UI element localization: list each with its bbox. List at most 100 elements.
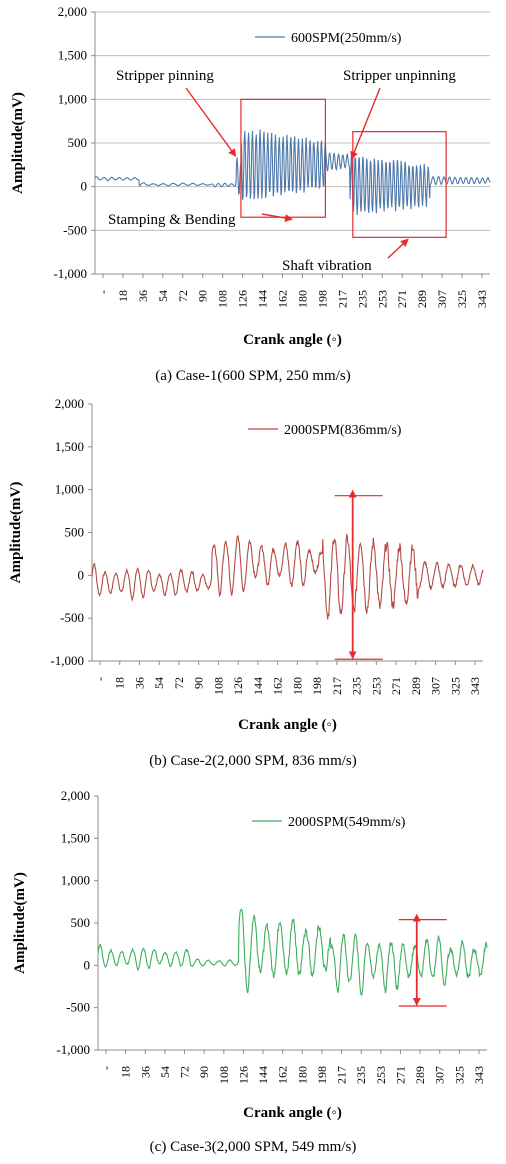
- series-line: [97, 908, 488, 997]
- x-tick-label: 325: [455, 290, 469, 308]
- x-tick-label: 126: [236, 290, 250, 308]
- x-tick-label: 198: [310, 677, 324, 695]
- x-tick-label: 235: [350, 677, 364, 695]
- x-tick-label: 36: [132, 677, 146, 689]
- annotation-box: [352, 131, 447, 238]
- y-tick-label: 1,500: [55, 439, 84, 454]
- x-tick-label: 289: [409, 677, 423, 695]
- annotation-arrow: [185, 87, 237, 157]
- y-tick-label: 1,500: [58, 48, 87, 63]
- x-tick-label: 235: [355, 290, 369, 308]
- x-tick-label: 72: [172, 677, 186, 689]
- x-tick-label: 180: [295, 290, 309, 308]
- x-tick-label: 90: [196, 290, 210, 302]
- x-tick-label: 36: [136, 290, 150, 302]
- figure-caption: (c) Case-3(2,000 SPM, 549 mm/s): [150, 1139, 357, 1155]
- x-tick-label: 126: [231, 677, 245, 695]
- x-tick-label: 162: [276, 290, 290, 308]
- y-tick-label: 2,000: [61, 788, 90, 803]
- x-tick-label: 54: [152, 677, 166, 689]
- y-tick-label: -500: [63, 222, 87, 237]
- x-axis-title: Crank angle (◦): [243, 1105, 342, 1121]
- x-tick-label: 72: [176, 290, 190, 302]
- x-tick-label: -: [93, 677, 107, 681]
- annotation-stamping-bending: Stamping & Bending: [108, 212, 236, 228]
- annotation-stripper-pinning: Stripper pinning: [116, 68, 214, 84]
- y-axis-title: Amplitude(mV): [10, 92, 26, 194]
- x-tick-label: 36: [138, 1066, 152, 1078]
- chart-3: 2,000 1,500 1,000 500 0 -500 -1,000 - 18 36 54 72 90…: [12, 788, 488, 1155]
- y-tick-label: 1,000: [58, 91, 87, 106]
- x-tick-label: 307: [429, 677, 443, 695]
- y-tick-label: -500: [60, 610, 84, 625]
- x-tick-label: 343: [468, 677, 482, 695]
- x-tick-label: 162: [276, 1066, 290, 1084]
- legend-label: 600SPM(250mm/s): [291, 31, 402, 46]
- y-tick-label: -1,000: [56, 1042, 90, 1057]
- y-tick-label: 1,500: [61, 830, 90, 845]
- y-tick-label: 0: [78, 567, 85, 582]
- figure-caption: (b) Case-2(2,000 SPM, 836 mm/s): [149, 753, 357, 769]
- x-tick-label: 343: [472, 1066, 486, 1084]
- x-tick-label: 198: [315, 290, 329, 308]
- x-tick-label: 144: [256, 290, 270, 308]
- x-tick-label: 108: [217, 1066, 231, 1084]
- x-tick-label: 217: [330, 677, 344, 695]
- x-tick-label: 72: [178, 1066, 192, 1078]
- x-tick-label: 271: [393, 1066, 407, 1084]
- chart-2: 2,000 1,500 1,000 500 0 -500 -1,000 - 18 36 54 72 90…: [8, 396, 484, 769]
- x-tick-label: 18: [113, 677, 127, 689]
- y-tick-label: -1,000: [53, 266, 87, 281]
- x-tick-label: -: [99, 1066, 113, 1070]
- x-tick-label: 180: [295, 1066, 309, 1084]
- chart-1: 2,000 1,500 1,000 500 0 -500 -1,000 - 18 36 54 72 90…: [10, 4, 491, 384]
- x-tick-label: 144: [256, 1066, 270, 1084]
- x-tick-label: 90: [197, 1066, 211, 1078]
- x-tick-label: 253: [375, 290, 389, 308]
- x-tick-label: 253: [374, 1066, 388, 1084]
- x-tick-label: 289: [413, 1066, 427, 1084]
- x-axis-title: Crank angle (◦): [243, 332, 342, 348]
- x-tick-label: 217: [335, 290, 349, 308]
- annotation-arrow: [350, 87, 381, 160]
- x-tick-label: 108: [216, 290, 230, 308]
- y-tick-label: 500: [71, 915, 91, 930]
- x-tick-label: 54: [158, 1066, 172, 1078]
- x-tick-label: 126: [236, 1066, 250, 1084]
- x-tick-label: 307: [433, 1066, 447, 1084]
- x-tick-label: 162: [271, 677, 285, 695]
- x-tick-label: 271: [389, 677, 403, 695]
- x-tick-label: 343: [475, 290, 489, 308]
- y-tick-label: 1,000: [55, 482, 84, 497]
- x-tick-label: 108: [211, 677, 225, 695]
- y-tick-label: -1,000: [50, 653, 84, 668]
- y-tick-label: -500: [66, 1000, 90, 1015]
- legend-label: 2000SPM(836mm/s): [284, 423, 402, 438]
- y-tick-label: 2,000: [55, 396, 84, 411]
- x-tick-label: 325: [452, 1066, 466, 1084]
- x-tick-label: 253: [369, 677, 383, 695]
- x-tick-label: 325: [448, 677, 462, 695]
- x-tick-label: -: [96, 290, 110, 294]
- x-tick-label: 18: [116, 290, 130, 302]
- x-axis-title: Crank angle (◦): [238, 717, 337, 733]
- figure-caption: (a) Case-1(600 SPM, 250 mm/s): [155, 368, 350, 384]
- x-tick-label: 144: [251, 677, 265, 695]
- x-tick-label: 217: [335, 1066, 349, 1084]
- y-tick-label: 1,000: [61, 873, 90, 888]
- x-tick-label: 90: [192, 677, 206, 689]
- x-tick-label: 18: [119, 1066, 133, 1078]
- x-tick-label: 180: [290, 677, 304, 695]
- y-axis-title: Amplitude(mV): [12, 872, 28, 974]
- x-tick-label: 198: [315, 1066, 329, 1084]
- x-tick-label: 307: [435, 290, 449, 308]
- series-line: [91, 533, 484, 620]
- annotation-shaft-vibration: Shaft vibration: [282, 258, 372, 274]
- x-tick-label: 235: [354, 1066, 368, 1084]
- y-tick-label: 0: [81, 179, 88, 194]
- y-tick-label: 2,000: [58, 4, 87, 19]
- x-tick-label: 54: [156, 290, 170, 302]
- y-tick-label: 500: [65, 525, 85, 540]
- annotation-arrow: [387, 238, 409, 259]
